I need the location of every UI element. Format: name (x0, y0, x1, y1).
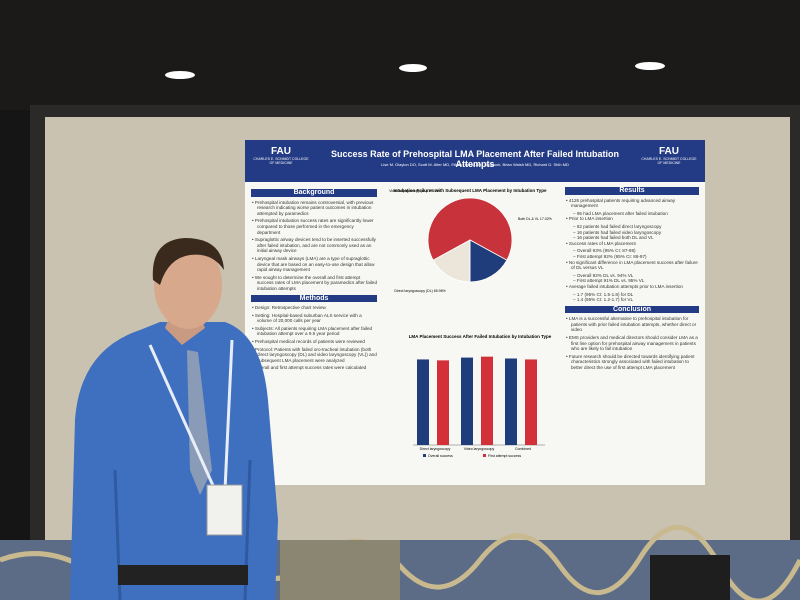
sub-bullet: 62 patients had failed direct laryngosco… (577, 224, 699, 230)
pie-slice (469, 239, 508, 283)
chart-title: Intubation Failures with Subsequent LMA … (393, 188, 547, 193)
bullet: Subjects: All patients requiring LMA pla… (255, 326, 377, 337)
sub-bullet: 95 had LMA placement after failed intuba… (577, 211, 699, 217)
poster-authors: Lise M. Glaylon DO, Scott M. Alter MD, E… (381, 162, 569, 167)
lanyard (148, 339, 234, 491)
logo: FAU CHARLES E. SCHMIDT COLLEGE OF MEDICIN… (639, 146, 699, 165)
section: Background Prehospital intubation remains… (251, 189, 377, 292)
bullet: Supraglottic airway devices tend to be i… (255, 237, 377, 254)
pie-slice (432, 239, 471, 283)
sub-bullet: 16 patients had failed video laryngoscop… (577, 230, 699, 236)
section: Methods Design: Retrospective chart revie… (251, 294, 377, 372)
bullet: No significant difference in LMA placeme… (569, 260, 699, 271)
logo-mark: FAU (659, 146, 679, 157)
belt (118, 565, 248, 585)
name-badge (206, 484, 243, 536)
hair (152, 238, 224, 285)
pie-label: Both DL & VL 17.02% (518, 217, 552, 221)
bullet: Prehospital intubation success rates are… (255, 218, 377, 235)
bullet: Prior to LMA insertion (569, 216, 699, 222)
bullet: Overall and first attempt success rates … (255, 365, 377, 371)
tie (187, 350, 212, 495)
bullet: Protocol: Patients with failed oro-trach… (255, 347, 377, 364)
bar (505, 358, 517, 445)
bullet: EMS providers and medical directors shou… (569, 335, 699, 352)
bullet: Future research should be directed towar… (569, 354, 699, 371)
poster: FAU CHARLES E. SCHMIDT COLLEGE OF MEDICIN… (245, 140, 705, 485)
legend-label: First attempt success (488, 454, 521, 458)
section-heading: Background (251, 189, 377, 197)
section: Conclusion LMA is a successful alternativ… (565, 305, 699, 371)
poster-title: Success Rate of Prehospital LMA Placemen… (331, 149, 619, 169)
bullet: Setting: Hospital-based suburban ALS ser… (255, 313, 377, 324)
bullet: Design: Retrospective chart review (255, 305, 377, 311)
ceiling-light (165, 71, 195, 79)
logo-school: CHARLES E. SCHMIDT COLLEGE OF MEDICINE (253, 157, 309, 165)
bullet: We sought to determine the overall and f… (255, 275, 377, 292)
bullet: 4126 prehospital patients requiring adva… (569, 198, 699, 209)
ceiling-light (399, 64, 427, 72)
logo: FAU CHARLES E. SCHMIDT COLLEGE OF MEDICIN… (251, 146, 311, 165)
logo-school: CHARLES E. SCHMIDT COLLEGE OF MEDICINE (641, 157, 697, 165)
logo-mark: FAU (271, 146, 291, 157)
pie-label: Direct laryngoscopy (DL) 65.96% (394, 289, 445, 293)
bar (461, 357, 473, 445)
sub-bullet: First attempt 91% DL vs. 95% VL (577, 278, 699, 284)
right-column: Results 4126 prehospital patients requiri… (565, 184, 699, 373)
sub-bullet: Overall 93% (95% CI: 87-98) (577, 248, 699, 254)
left-column: Background Prehospital intubation remains… (251, 186, 377, 373)
charts: Intubation Failures with Subsequent LMA … (389, 188, 552, 458)
bullet: Prehospital intubation remains controver… (255, 200, 377, 217)
pie-label: Video laryngoscopy (VL) 17.02% (389, 189, 440, 193)
bullet: Laryngeal mask airways (LMA) are a type … (255, 256, 377, 273)
bullet: Average failed intubation attempts prior… (569, 284, 699, 290)
bar (481, 356, 493, 445)
ceiling-light (635, 62, 665, 70)
section-heading: Results (565, 187, 699, 195)
sub-bullet: Overall 92% DL vs. 94% VL (577, 273, 699, 279)
section-heading: Methods (251, 294, 377, 303)
sub-bullet: 16 patients had failed both DL and VL (577, 235, 699, 241)
legend-swatch (483, 454, 486, 457)
section: Results 4126 prehospital patients requiri… (565, 187, 699, 303)
legend-label: Overall success (428, 454, 453, 458)
bystander-legs (280, 540, 400, 600)
ceiling (0, 0, 800, 110)
sub-bullet: 1.7 (95% CI: 1.5-1.8) for DL (577, 292, 699, 298)
x-tick-label: Combined (515, 447, 531, 451)
bystander-legs (650, 555, 730, 600)
sub-bullet: First attempt 92% (95% CI: 86-97) (577, 254, 699, 260)
section-heading: Conclusion (565, 305, 699, 314)
bullet: LMA is a successful alternative to preho… (569, 316, 699, 333)
sub-bullet: 1.4 (95% CI: 1.2-1.7) for VL (577, 297, 699, 303)
pie-slice (427, 197, 513, 261)
bullet: Success rates of LMA placement (569, 241, 699, 247)
poster-header: FAU CHARLES E. SCHMIDT COLLEGE OF MEDICIN… (245, 140, 705, 182)
bar (417, 359, 429, 445)
chart-title: LMA Placement Success After Failed Intub… (409, 334, 552, 339)
legend-swatch (423, 454, 426, 457)
bar (525, 359, 537, 445)
bar (437, 360, 449, 445)
bullet: Prehospital medical records of patients … (255, 339, 377, 345)
x-tick-label: Video laryngoscopy (464, 447, 495, 451)
x-tick-label: Direct laryngoscopy (420, 447, 451, 451)
